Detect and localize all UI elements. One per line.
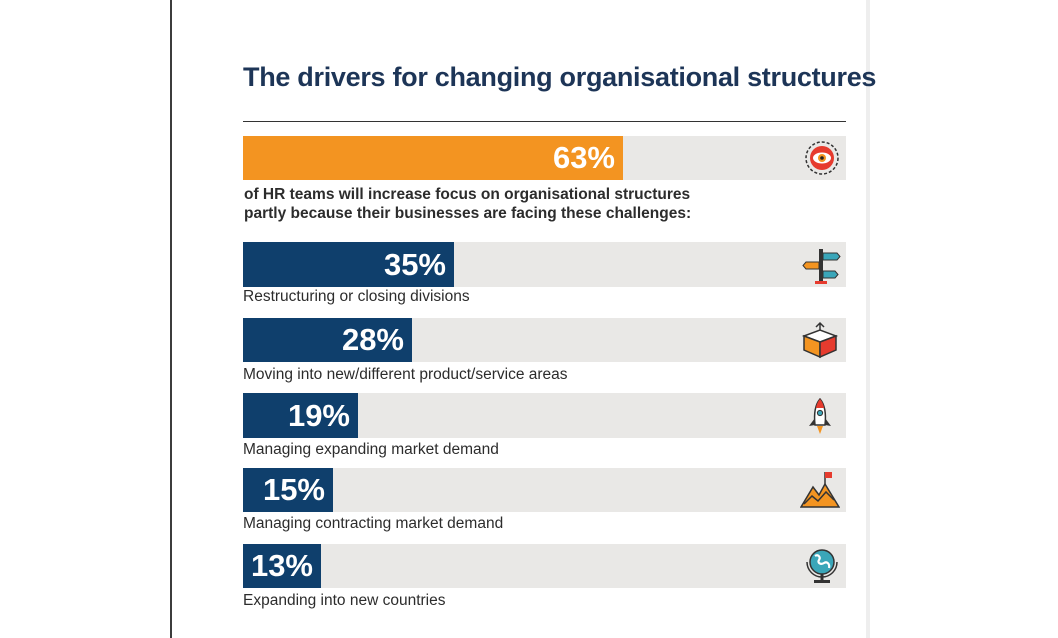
signpost-icon [801,245,841,285]
mountain-flag-icon [800,470,840,510]
bar-fill: 28% [243,318,412,362]
bar-track: 28% [243,318,846,362]
bar-value-label: 35% [383,246,446,282]
bar-track-headline: 63% [243,136,846,180]
bar-fill: 13% [243,544,321,588]
headline-caption-line1: of HR teams will increase focus on organ… [244,186,691,203]
page-border-right [866,0,870,638]
headline-caption: of HR teams will increase focus on organ… [244,185,691,223]
bar-track: 19% [243,393,846,438]
chart-title: The drivers for changing organisational … [243,62,877,92]
bar-caption: Managing expanding market demand [243,441,499,458]
bar-value-label: 15% [262,472,325,507]
bar-fill: 19% [243,393,358,438]
bar-track: 35% [243,242,846,287]
globe-icon [802,546,842,586]
bar-fill-headline: 63% [243,136,623,180]
bar-fill: 15% [243,468,333,512]
bar-track: 15% [243,468,846,512]
bar-caption: Moving into new/different product/servic… [243,366,568,383]
bar-value-label: 28% [341,322,404,357]
eye-target-icon [802,138,842,178]
bar-fill: 35% [243,242,454,287]
bar-value-label: 13% [250,548,313,583]
bar-track: 13% [243,544,846,588]
page-border-left [170,0,172,638]
rocket-icon [800,396,840,436]
bar-value-label: 19% [287,397,350,433]
bar-caption: Expanding into new countries [243,592,446,609]
bar-value-label: 63% [552,140,615,175]
headline-caption-line2: partly because their businesses are faci… [244,205,692,222]
open-box-icon [800,320,840,360]
title-divider [243,121,846,122]
bar-caption: Restructuring or closing divisions [243,288,470,305]
bar-caption: Managing contracting market demand [243,515,504,532]
